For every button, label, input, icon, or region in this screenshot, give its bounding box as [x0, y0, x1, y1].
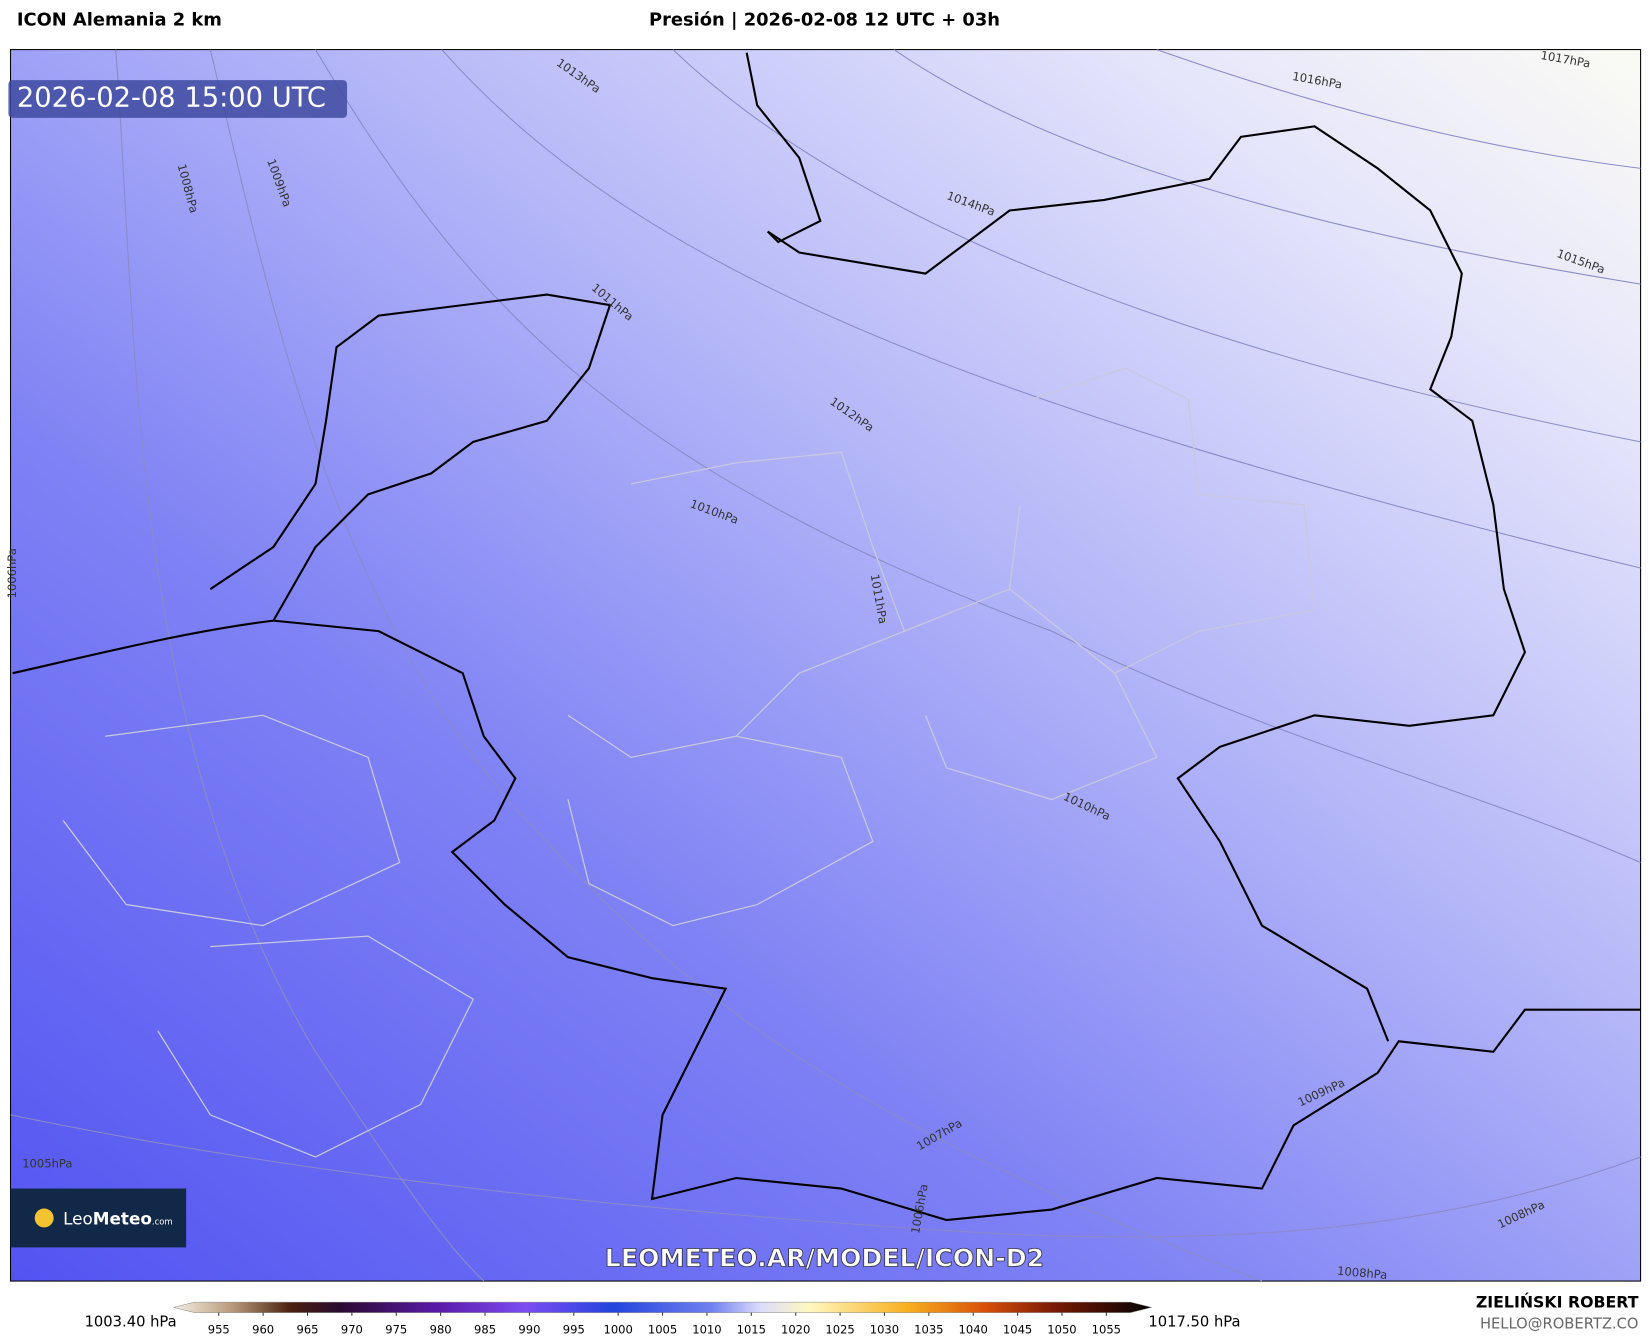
colorbar-tick-label: 960	[252, 1323, 274, 1337]
colorbar-tick-label: 1045	[1003, 1323, 1032, 1337]
colorbar-min: 1003.40 hPa	[85, 1313, 177, 1330]
colorbar-tick-label: 1005	[648, 1323, 677, 1337]
logo-text: LeoMeteo.com	[63, 1208, 172, 1228]
logo-sun	[34, 1208, 54, 1228]
colorbar-tick-label: 975	[385, 1323, 407, 1337]
chart-title: Presión | 2026-02-08 12 UTC + 03h	[649, 9, 1000, 30]
colorbar-tick-label: 1000	[603, 1323, 632, 1337]
borders	[12, 52, 1641, 1222]
logo-light: Leo	[63, 1208, 93, 1228]
map-area	[9, 49, 1642, 1282]
colorbar-tick-label: 955	[208, 1323, 230, 1337]
colorbar-tick-label: 970	[341, 1323, 363, 1337]
watermark: LEOMETEO.AR/MODEL/ICON-D2	[605, 1243, 1044, 1272]
colorbar-tick-label: 990	[518, 1323, 540, 1337]
colorbar	[173, 1301, 1152, 1313]
colorbar-tick-label: 1015	[737, 1323, 766, 1337]
isobar-label: 1006hPa	[5, 548, 19, 598]
timestamp-box	[8, 80, 348, 118]
isobars	[10, 49, 1641, 1282]
colorbar-tick-label: 985	[474, 1323, 496, 1337]
author: ZIELIŃSKI ROBERT	[1476, 1292, 1639, 1311]
colorbar-tick-label: 980	[430, 1323, 452, 1337]
logo-bold: Meteo	[93, 1208, 152, 1228]
logo-suffix: .com	[152, 1216, 173, 1226]
colorbar-tick-label: 965	[296, 1323, 318, 1337]
model-title: ICON Alemania 2 km	[17, 9, 222, 30]
colorbar-tick-label: 1025	[825, 1323, 854, 1337]
colorbar-tick-label: 1035	[914, 1323, 943, 1337]
timestamp: 2026-02-08 15:00 UTC	[17, 82, 326, 113]
colorbar-tick-label: 1020	[781, 1323, 810, 1337]
colorbar-tick-label: 1050	[1047, 1323, 1076, 1337]
colorbar-tick-label: 995	[563, 1323, 585, 1337]
isobar-label: 1008hPa	[1337, 1264, 1388, 1282]
isobar-label: 1005hPa	[22, 1156, 72, 1170]
colorbar-max: 1017.50 hPa	[1148, 1313, 1240, 1330]
contact: HELLO@ROBERTZ.CO	[1480, 1315, 1639, 1332]
regions	[62, 367, 1316, 1158]
colorbar-tick-label: 1030	[870, 1323, 899, 1337]
colorbar-tick-label: 1055	[1092, 1323, 1121, 1337]
colorbar-tick-label: 1040	[959, 1323, 988, 1337]
colorbar-tick-label: 1010	[692, 1323, 721, 1337]
